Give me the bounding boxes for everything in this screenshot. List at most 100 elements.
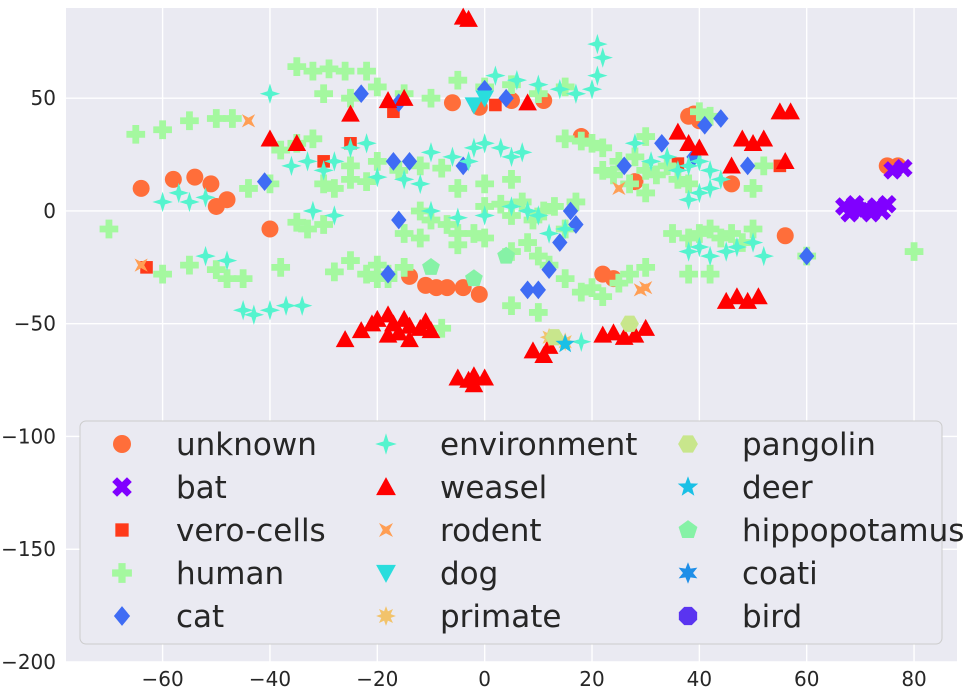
x-tick-label: −40 (249, 667, 291, 691)
data-point-unknown (470, 285, 488, 303)
data-point-unknown (261, 220, 279, 238)
data-point-environment (474, 205, 495, 226)
data-point-human (206, 260, 226, 279)
legend-marker-human (112, 563, 132, 583)
data-point-environment (179, 191, 200, 213)
data-point-human (335, 61, 355, 81)
data-point-weasel (604, 323, 623, 341)
data-point-environment (442, 146, 463, 168)
series-deer (555, 333, 575, 353)
data-point-rodent (612, 181, 626, 196)
data-point-human (528, 303, 548, 322)
data-point-environment (356, 133, 377, 154)
data-point-hippopotamus (465, 269, 483, 287)
data-point-environment (259, 83, 281, 104)
data-point-human (690, 102, 709, 122)
legend: unknown bat vero-cells human cat environment w… (79, 420, 963, 645)
data-point-cat (385, 152, 402, 171)
legend-marker-coati (678, 562, 698, 584)
data-point-human (523, 210, 543, 230)
legend-marker-weasel (376, 477, 396, 496)
data-point-human (464, 224, 484, 243)
data-point-human (448, 224, 468, 243)
data-point-environment (297, 151, 318, 172)
data-point-environment (474, 133, 495, 154)
y-tick-label: 0 (43, 199, 56, 223)
data-point-human (432, 158, 452, 178)
data-point-human (502, 75, 521, 95)
data-point-environment (490, 137, 511, 159)
data-point-environment (501, 196, 522, 217)
data-point-human (271, 257, 291, 277)
data-point-environment (581, 78, 603, 100)
data-point-human (448, 235, 468, 255)
data-point-environment (517, 200, 538, 222)
data-point-human (722, 224, 741, 243)
data-point-human (690, 224, 709, 243)
legend-marker-unknown (113, 435, 131, 453)
data-point-environment (302, 200, 324, 222)
data-point-unknown (776, 227, 794, 245)
legend-label: weasel (440, 470, 547, 506)
data-point-human (341, 88, 360, 108)
data-point-unknown (132, 179, 150, 197)
data-point-deer (555, 333, 575, 353)
data-point-cat (498, 88, 514, 108)
data-point-environment (554, 218, 576, 240)
data-point-environment (313, 160, 334, 181)
data-point-environment (152, 191, 173, 213)
data-point-environment (410, 173, 431, 195)
legend-item-dog: dog (376, 556, 498, 592)
data-point-environment (420, 142, 442, 163)
data-point-human (700, 219, 720, 239)
data-point-environment (587, 33, 608, 55)
data-point-human (319, 59, 339, 79)
data-point-human (303, 61, 323, 81)
data-point-environment (549, 78, 571, 100)
data-points (99, 7, 924, 393)
data-point-human (287, 212, 307, 232)
data-point-cat (562, 201, 579, 221)
data-point-human (475, 174, 495, 194)
data-point-human (341, 156, 360, 176)
data-point-human (180, 255, 199, 275)
legend-item-vero-cells: vero-cells (115, 513, 326, 549)
data-point-cat (799, 246, 815, 266)
data-point-human (647, 165, 666, 185)
data-point-human (153, 120, 172, 140)
data-point-weasel (775, 152, 795, 170)
data-point-cat (401, 152, 418, 171)
data-point-human (512, 192, 532, 212)
data-point-weasel (287, 133, 307, 151)
legend-label: coati (742, 556, 818, 592)
data-point-human (700, 264, 720, 284)
x-axis-ticks: −60 −40 −20 0 20 40 60 80 (142, 667, 927, 691)
data-point-weasel (523, 341, 543, 359)
data-point-environment (340, 137, 361, 159)
data-point-environment (216, 250, 238, 271)
x-tick-label: 20 (579, 667, 604, 691)
data-point-environment (259, 299, 281, 321)
data-point-environment (275, 295, 297, 316)
data-point-weasel (679, 133, 698, 151)
data-point-human (620, 264, 639, 284)
series-rodent (134, 114, 653, 297)
legend-marker-bat (112, 477, 132, 497)
data-point-human (754, 156, 774, 176)
legend-marker-pangolin (678, 435, 698, 453)
data-point-human (153, 264, 172, 284)
data-point-environment (528, 74, 549, 95)
data-point-human (679, 228, 698, 248)
data-point-human (126, 124, 146, 144)
data-point-unknown (202, 175, 220, 193)
legend-label: deer (742, 470, 813, 506)
data-point-human (636, 183, 656, 203)
data-point-cat (552, 233, 568, 252)
data-point-weasel (668, 122, 688, 140)
data-point-human (732, 233, 752, 252)
data-point-human (394, 257, 414, 277)
legend-item-deer: deer (677, 470, 813, 506)
legend-item-rodent: rodent (378, 513, 542, 549)
data-point-environment (393, 169, 415, 190)
data-point-human (432, 318, 452, 338)
